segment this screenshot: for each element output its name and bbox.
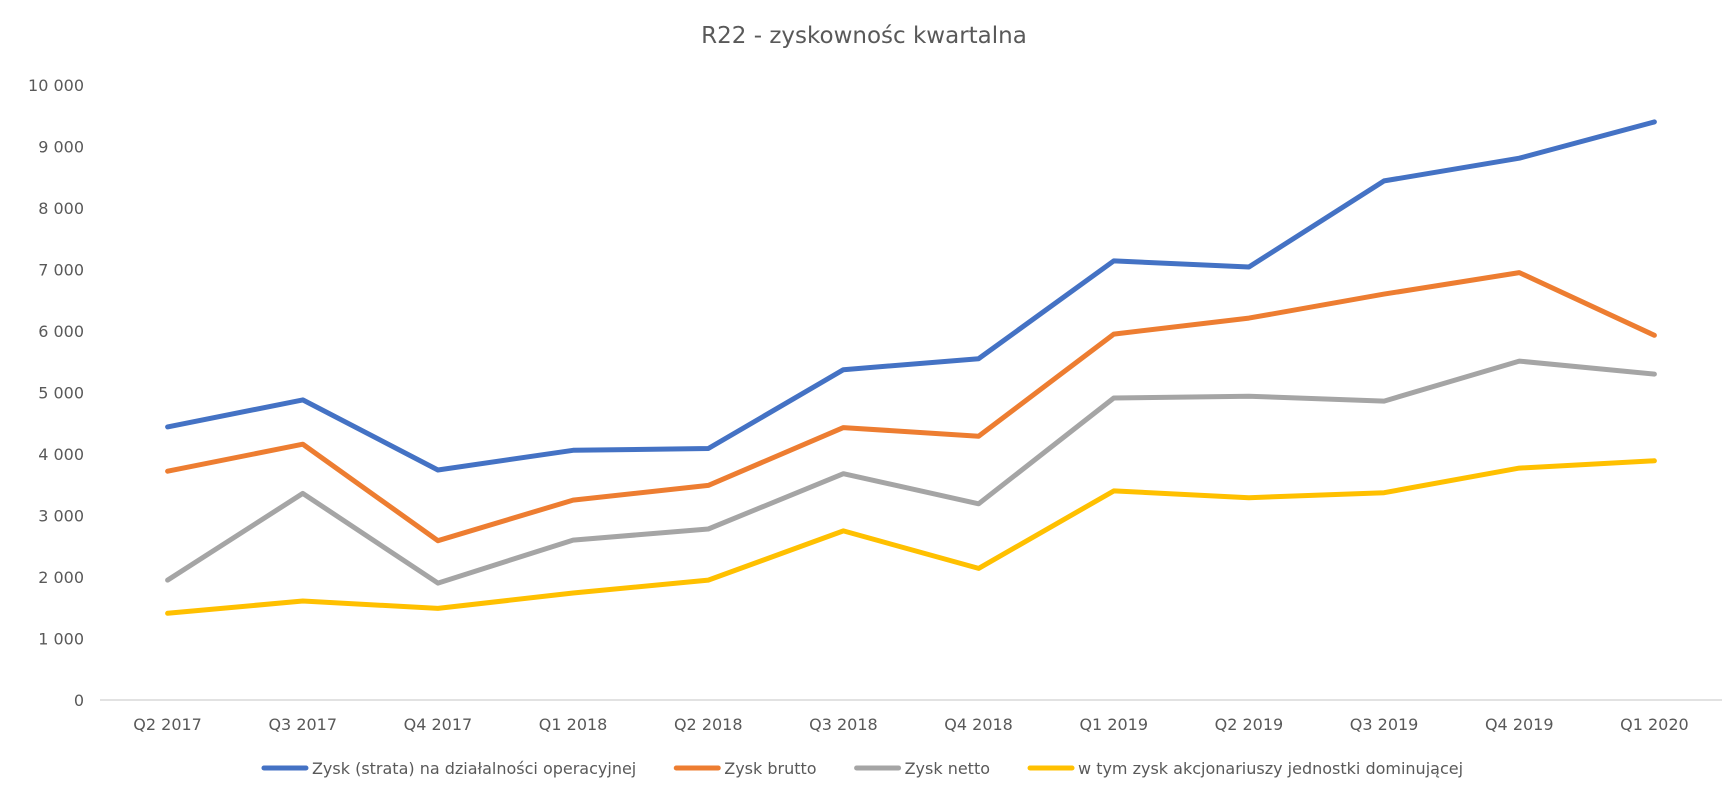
legend-label-1: Zysk (strata) na działalności operacyjne… xyxy=(312,759,636,778)
x-tick-label: Q2 2018 xyxy=(674,715,743,734)
x-tick-label: Q2 2017 xyxy=(133,715,202,734)
legend-label-2: Zysk brutto xyxy=(724,759,816,778)
y-tick-label: 0 xyxy=(74,691,84,710)
y-axis-ticks: 0 1 000 2 000 3 000 4 000 5 000 6 000 7 000 8 00… xyxy=(28,76,84,710)
y-tick-label: 6 000 xyxy=(38,322,84,341)
y-tick-label: 3 000 xyxy=(38,507,84,526)
y-tick-label: 2 000 xyxy=(38,568,84,587)
x-tick-label: Q1 2018 xyxy=(539,715,608,734)
x-tick-label: Q4 2019 xyxy=(1485,715,1554,734)
legend-label-3: Zysk netto xyxy=(905,759,990,778)
x-tick-label: Q4 2017 xyxy=(404,715,473,734)
x-tick-label: Q4 2018 xyxy=(944,715,1013,734)
x-tick-label: Q3 2017 xyxy=(268,715,337,734)
y-tick-label: 8 000 xyxy=(38,199,84,218)
series-line-3 xyxy=(165,358,1657,586)
y-tick-label: 4 000 xyxy=(38,445,84,464)
chart-title: R22 - zyskownośc kwartalna xyxy=(701,23,1027,49)
x-tick-label: Q3 2019 xyxy=(1350,715,1419,734)
y-tick-label: 9 000 xyxy=(38,138,84,157)
x-tick-label: Q3 2018 xyxy=(809,715,878,734)
series-line-4 xyxy=(165,458,1657,616)
series-lines xyxy=(165,119,1657,616)
x-axis-ticks: Q2 2017 Q3 2017 Q4 2017 Q1 2018 Q2 2018 Q3 20… xyxy=(133,715,1688,734)
legend-label-4: w tym zysk akcjonariuszy jednostki domin… xyxy=(1078,759,1463,778)
x-tick-label: Q2 2019 xyxy=(1215,715,1284,734)
y-tick-label: 1 000 xyxy=(38,630,84,649)
series-line-1 xyxy=(165,119,1657,473)
x-tick-label: Q1 2019 xyxy=(1079,715,1148,734)
y-tick-label: 10 000 xyxy=(28,76,84,95)
legend: Zysk (strata) na działalności operacyjne… xyxy=(261,759,1463,778)
y-tick-label: 7 000 xyxy=(38,261,84,280)
x-tick-label: Q1 2020 xyxy=(1620,715,1689,734)
y-tick-label: 5 000 xyxy=(38,384,84,403)
series-line-2 xyxy=(165,270,1657,544)
